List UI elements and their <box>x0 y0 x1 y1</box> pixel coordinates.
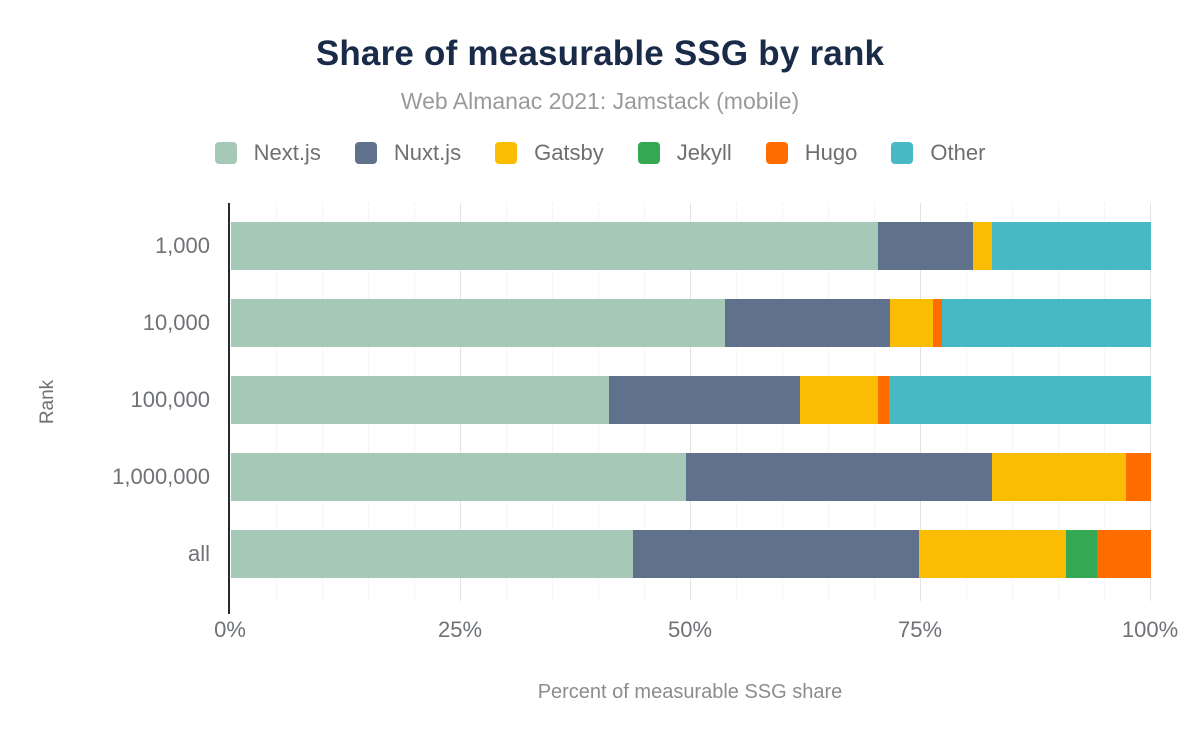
legend: Next.js Nuxt.js Gatsby Jekyll Hugo Other <box>0 140 1200 166</box>
bar-segment-gatsby[interactable] <box>889 299 933 347</box>
legend-swatch-icon <box>495 142 518 164</box>
y-axis-label: all <box>187 541 210 566</box>
y-axis-label: 1,000,000 <box>112 464 210 489</box>
legend-item-next-js[interactable]: Next.js <box>214 140 321 166</box>
y-axis-title: Rank <box>37 379 58 425</box>
bar-row-1000 <box>231 222 1151 270</box>
legend-swatch-icon <box>214 142 237 164</box>
x-axis-title: Percent of measurable SSG share <box>537 681 843 703</box>
legend-label: Jekyll <box>676 140 732 165</box>
plot-area <box>228 203 1151 614</box>
bar-segment-next-js[interactable] <box>231 453 687 501</box>
y-axis-label: 100,000 <box>130 387 210 412</box>
bar-row-10000 <box>231 299 1151 347</box>
legend-label: Nuxt.js <box>393 140 462 165</box>
bar-row-100000 <box>231 376 1151 424</box>
legend-item-hugo[interactable]: Hugo <box>765 140 858 166</box>
legend-item-gatsby[interactable]: Gatsby <box>495 140 604 166</box>
legend-swatch-icon <box>354 142 377 164</box>
bar-segment-gatsby[interactable] <box>973 222 992 270</box>
bar-row-all <box>231 530 1151 578</box>
bar-segment-gatsby[interactable] <box>991 453 1127 501</box>
chart-subtitle: Web Almanac 2021: Jamstack (mobile) <box>400 88 800 114</box>
legend-swatch-icon <box>637 142 660 164</box>
bar-segment-hugo[interactable] <box>932 299 943 347</box>
legend-label: Next.js <box>253 140 321 165</box>
bar-segment-nuxt-js[interactable] <box>609 376 800 424</box>
x-axis-tick-label: 0% <box>214 617 246 642</box>
bar-segment-nuxt-js[interactable] <box>725 299 890 347</box>
y-axis-line <box>228 203 230 614</box>
legend-swatch-icon <box>765 142 788 164</box>
bar-segment-gatsby[interactable] <box>799 376 878 424</box>
bar-segment-hugo[interactable] <box>877 376 889 424</box>
bar-segment-next-js[interactable] <box>231 376 610 424</box>
bar-segment-next-js[interactable] <box>231 222 878 270</box>
chart-title: Share of measurable SSG by rank <box>315 34 885 73</box>
x-axis-tick-label: 75% <box>897 617 943 642</box>
bar-segment-gatsby[interactable] <box>919 530 1067 578</box>
bar-segment-jekyll[interactable] <box>1066 530 1097 578</box>
legend-item-nuxt-js[interactable]: Nuxt.js <box>354 140 462 166</box>
bar-segment-hugo[interactable] <box>1126 453 1151 501</box>
legend-swatch-icon <box>891 142 914 164</box>
x-axis-tick-label: 100% <box>1121 617 1179 642</box>
bar-segment-other[interactable] <box>942 299 1151 347</box>
bar-segment-nuxt-js[interactable] <box>877 222 974 270</box>
bar-segment-other[interactable] <box>991 222 1151 270</box>
x-axis-tick-label: 25% <box>437 617 483 642</box>
bar-segment-other[interactable] <box>888 376 1151 424</box>
bar-segment-nuxt-js[interactable] <box>633 530 920 578</box>
bar-segment-next-js[interactable] <box>231 530 634 578</box>
x-axis-tick-label: 50% <box>667 617 713 642</box>
legend-label: Hugo <box>804 140 858 165</box>
legend-item-other[interactable]: Other <box>891 140 985 166</box>
bar-segment-nuxt-js[interactable] <box>686 453 992 501</box>
bar-segment-next-js[interactable] <box>231 299 726 347</box>
y-axis-label: 1,000 <box>154 233 210 258</box>
legend-item-jekyll[interactable]: Jekyll <box>637 140 732 166</box>
legend-label: Other <box>930 140 986 165</box>
y-axis-label: 10,000 <box>142 310 210 335</box>
bar-row-1000000 <box>231 453 1151 501</box>
legend-label: Gatsby <box>534 140 604 165</box>
bar-segment-hugo[interactable] <box>1096 530 1151 578</box>
